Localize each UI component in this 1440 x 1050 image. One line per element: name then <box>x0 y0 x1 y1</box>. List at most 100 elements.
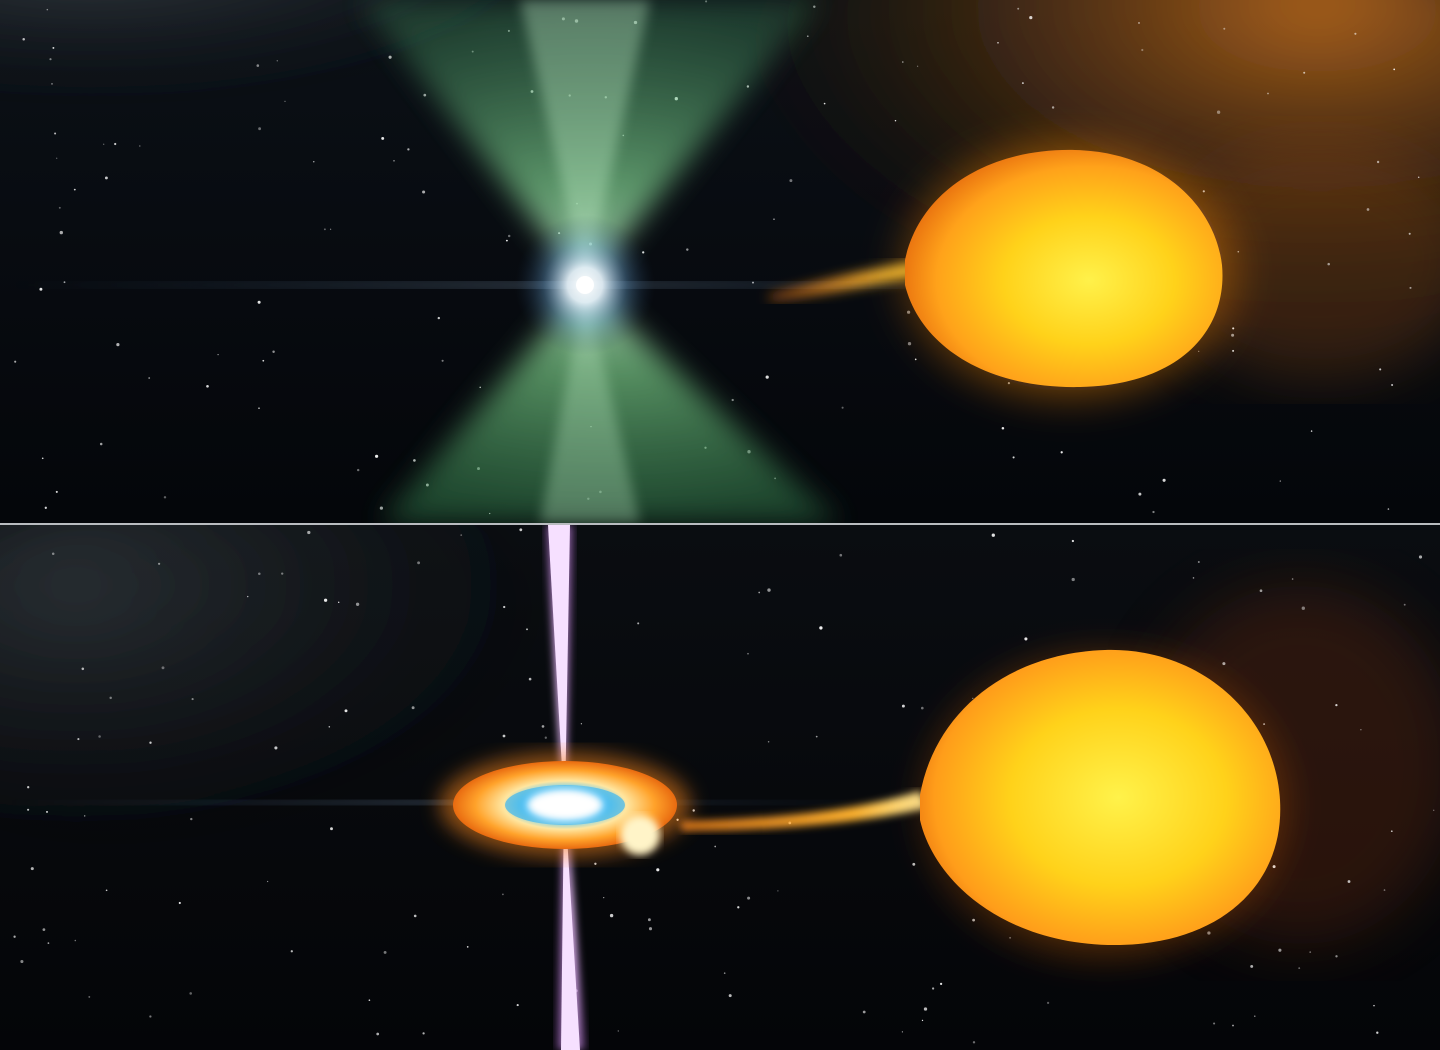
star-dot <box>610 914 613 917</box>
star-dot <box>917 66 918 67</box>
star-dot <box>1260 589 1263 592</box>
star-dot <box>54 132 56 134</box>
star-dot <box>1367 208 1370 211</box>
star-dot <box>517 1004 519 1006</box>
star-dot <box>729 994 732 997</box>
star-dot <box>381 137 384 140</box>
star-dot <box>376 1033 379 1036</box>
star-dot <box>1024 637 1027 640</box>
star-dot <box>356 603 359 606</box>
star-dot <box>594 863 596 865</box>
star-dot <box>506 240 508 242</box>
star-dot <box>503 735 506 738</box>
star-dot <box>162 666 165 669</box>
star-dot <box>656 868 659 871</box>
star-dot <box>139 145 140 146</box>
star-dot <box>75 940 77 942</box>
star-dot <box>60 231 63 234</box>
star-dot <box>192 698 194 700</box>
star-dot <box>922 1020 923 1021</box>
star-dot <box>324 228 326 230</box>
star-dot <box>1017 8 1019 10</box>
star-dot <box>77 738 79 740</box>
star-dot <box>737 906 739 908</box>
star-dot <box>1250 965 1253 968</box>
star-dot <box>1335 704 1337 706</box>
star-dot <box>529 678 532 681</box>
star-dot <box>43 928 46 931</box>
star-dot <box>1303 72 1305 74</box>
star-dot <box>924 1007 927 1010</box>
star-dot <box>902 705 905 708</box>
star-dot <box>1391 384 1393 386</box>
star-dot <box>1193 577 1195 579</box>
star-dot <box>82 668 85 671</box>
star-dot <box>747 897 750 900</box>
star-dot <box>14 361 16 363</box>
star-dot <box>637 622 639 624</box>
star-dot <box>519 528 522 531</box>
star-dot <box>262 360 264 362</box>
star-dot <box>109 697 111 699</box>
star-dot <box>291 950 293 952</box>
star-dot <box>807 35 809 37</box>
star-dot <box>324 599 327 602</box>
star-dot <box>581 723 582 724</box>
star-dot <box>932 987 934 989</box>
star-dot <box>357 469 359 471</box>
star-dot <box>747 653 749 655</box>
star-dot <box>88 996 90 998</box>
star-dot <box>158 563 160 565</box>
star-dot <box>257 64 260 67</box>
star-dot <box>1388 508 1390 510</box>
star-dot <box>27 786 29 788</box>
star-dot <box>1379 368 1381 370</box>
accretion-disk-icon <box>440 753 690 857</box>
star-dot <box>1217 111 1220 114</box>
star-dot <box>1254 1016 1255 1017</box>
star-dot <box>384 951 387 954</box>
star-dot <box>1138 493 1141 496</box>
star-dot <box>1384 889 1386 891</box>
top-panel-pulsar-phase <box>0 0 1440 523</box>
star-dot <box>284 101 285 102</box>
star-dot <box>502 893 504 895</box>
star-dot <box>1198 561 1200 563</box>
star-dot <box>1404 604 1406 606</box>
star-dot <box>526 628 528 630</box>
star-dot <box>217 354 218 355</box>
star-dot <box>164 496 166 498</box>
star-dot <box>423 94 426 97</box>
star-dot <box>442 360 444 362</box>
star-dot <box>1232 350 1234 352</box>
star-dot <box>393 160 395 162</box>
star-dot <box>1348 880 1351 883</box>
star-dot <box>56 491 58 493</box>
star-dot <box>1327 263 1330 266</box>
star-dot <box>1213 1022 1215 1024</box>
star-dot <box>422 1032 424 1034</box>
star-dot <box>307 531 310 534</box>
star-dot <box>52 553 55 556</box>
star-dot <box>1311 430 1312 431</box>
star-dot <box>508 235 510 237</box>
star-dot <box>52 47 54 49</box>
bottom-panel-accretion-phase <box>0 525 1440 1050</box>
star-dot <box>1163 479 1166 482</box>
star-dot <box>693 809 695 811</box>
star-dot <box>22 38 25 41</box>
star-dot <box>1409 287 1411 289</box>
bottom-panel-scene <box>0 525 1440 1050</box>
star-dot <box>1302 607 1305 610</box>
star-dot <box>27 809 29 811</box>
star-dot <box>267 881 268 882</box>
star-dot <box>103 144 104 145</box>
star-dot <box>413 459 416 462</box>
star-dot <box>503 606 505 608</box>
star-dot <box>338 602 339 603</box>
star-dot <box>768 741 770 743</box>
star-dot <box>116 343 119 346</box>
star-dot <box>329 726 331 728</box>
star-dot <box>272 350 274 352</box>
star-dot <box>1152 511 1154 513</box>
